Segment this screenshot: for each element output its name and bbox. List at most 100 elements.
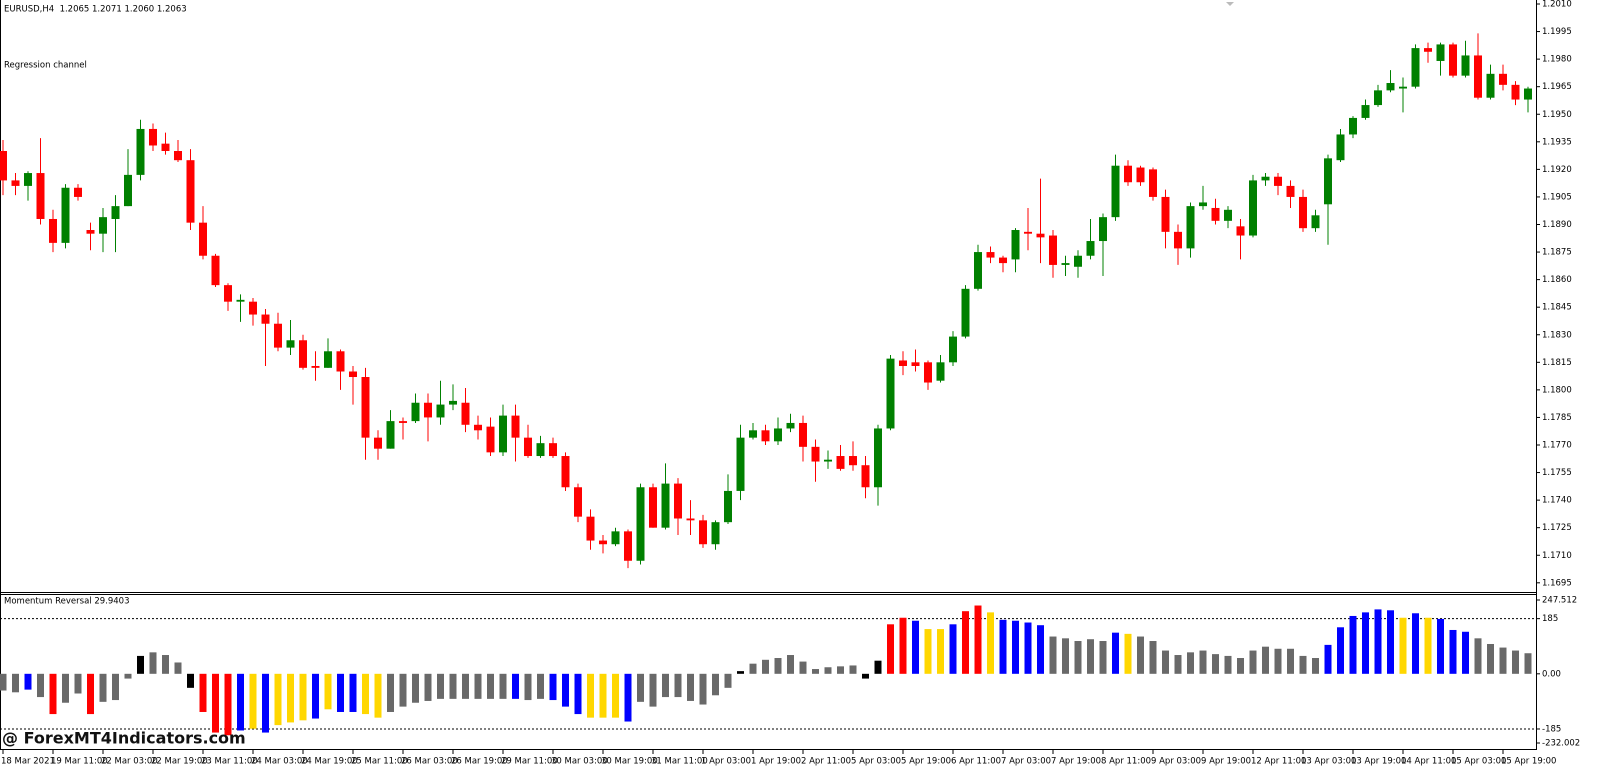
- y-tick-label: 0.00: [1542, 669, 1561, 679]
- candle-body: [61, 187, 70, 243]
- histogram-bar: [699, 673, 707, 705]
- histogram-bar: [999, 619, 1007, 674]
- histogram-bar: [812, 669, 819, 674]
- histogram-bar: [1212, 654, 1219, 674]
- histogram-bar: [1087, 639, 1094, 674]
- candle-body: [824, 459, 832, 462]
- histogram-bar: [1424, 617, 1432, 674]
- histogram-bar: [512, 673, 519, 699]
- histogram-bar: [87, 673, 94, 715]
- histogram-bar: [762, 659, 769, 674]
- histogram-bar: [1124, 633, 1132, 674]
- y-tick-label: 1.1935: [1542, 137, 1572, 147]
- histogram-bar: [1012, 620, 1019, 674]
- candle-body: [611, 531, 620, 545]
- histogram-bar: [437, 673, 444, 699]
- candle-body: [1299, 196, 1307, 229]
- y-tick-label: -232.002: [1542, 739, 1580, 749]
- histogram-bar: [1499, 647, 1507, 674]
- histogram-bar: [1187, 652, 1194, 674]
- candle-body: [1361, 105, 1370, 118]
- candle-body: [1049, 235, 1057, 265]
- histogram-bar: [612, 673, 619, 718]
- x-tick-label: 30 Mar 03:00: [551, 757, 608, 767]
- histogram-bar: [1437, 618, 1444, 674]
- candle-body: [1424, 48, 1432, 52]
- x-tick-label: 24 Mar 19:00: [301, 757, 358, 767]
- y-tick-label: 1.1860: [1542, 275, 1572, 285]
- candle-body: [1136, 167, 1145, 183]
- candle-body: [374, 437, 382, 449]
- histogram-bar: [537, 673, 544, 699]
- candle-body: [311, 365, 320, 368]
- histogram-bar: [12, 673, 19, 693]
- histogram-bar: [587, 673, 594, 718]
- histogram-bar: [1412, 613, 1419, 674]
- y-tick-label: 1.1995: [1542, 27, 1572, 37]
- candle-body: [986, 252, 995, 258]
- candle-body: [586, 516, 595, 541]
- histogram-bar: [274, 673, 282, 726]
- histogram-bar: [549, 673, 557, 701]
- candle-body: [1324, 158, 1332, 205]
- histogram-bar: [974, 605, 982, 674]
- candle-body: [961, 288, 970, 337]
- y-tick-label: 185: [1542, 614, 1558, 624]
- histogram-bar: [1324, 644, 1332, 674]
- histogram-bar: [174, 662, 182, 674]
- candle-body: [1111, 165, 1120, 218]
- candle-body: [1511, 84, 1520, 100]
- candle-body: [1224, 209, 1232, 221]
- histogram-bar: [212, 673, 219, 733]
- histogram-bar: [1524, 653, 1532, 674]
- candle-body: [1286, 185, 1295, 197]
- histogram-bar: [287, 673, 294, 723]
- histogram-bar: [1112, 632, 1119, 674]
- x-tick-label: 7 Apr 03:00: [1001, 757, 1051, 767]
- candle-body: [11, 180, 20, 186]
- watermark: @ ForexMT4Indicators.com: [2, 729, 246, 748]
- x-tick-label: 1 Apr 03:00: [701, 757, 751, 767]
- histogram-bar: [324, 673, 332, 710]
- histogram-bar: [424, 673, 432, 701]
- histogram-bar: [112, 673, 119, 701]
- candle-body: [86, 230, 95, 234]
- histogram-bar: [624, 673, 632, 722]
- candle-body: [74, 187, 82, 197]
- histogram-bar: [1312, 658, 1319, 674]
- histogram-bar: [412, 673, 419, 703]
- x-tick-label: 12 Apr 11:00: [1251, 757, 1306, 767]
- histogram-bar: [462, 673, 469, 699]
- candle-body: [811, 446, 820, 462]
- candle-body: [1261, 176, 1270, 181]
- histogram-bar: [737, 671, 744, 674]
- candle-body: [1349, 117, 1357, 135]
- candle-body: [786, 422, 795, 429]
- candle-body: [924, 362, 932, 383]
- y-tick-label: 1.1725: [1542, 523, 1572, 533]
- candle-body: [161, 143, 170, 151]
- candle-body: [524, 437, 532, 457]
- y-tick-label: 1.2010: [1542, 0, 1572, 10]
- histogram-bar: [1174, 655, 1182, 674]
- candle-body: [874, 428, 882, 488]
- candle-body: [1474, 55, 1482, 98]
- candle-body: [1099, 217, 1107, 242]
- x-tick-label: 1 Apr 19:00: [751, 757, 801, 767]
- candle-body: [686, 518, 695, 521]
- x-tick-label: 15 Apr 19:00: [1501, 757, 1556, 767]
- histogram-bar: [1099, 641, 1107, 674]
- candle-body: [936, 362, 945, 381]
- candle-body: [1174, 231, 1182, 249]
- histogram-bar: [987, 612, 994, 674]
- candle-body: [649, 487, 657, 528]
- histogram-bar: [937, 629, 944, 674]
- candle-body: [0, 151, 7, 181]
- histogram-bar: [1287, 648, 1294, 674]
- candle-body: [1124, 165, 1132, 183]
- y-tick-label: 1.1950: [1542, 110, 1572, 120]
- histogram-bar: [1274, 648, 1282, 674]
- candle-body: [974, 252, 982, 289]
- histogram-bar: [1262, 646, 1269, 674]
- candle-body: [211, 255, 220, 286]
